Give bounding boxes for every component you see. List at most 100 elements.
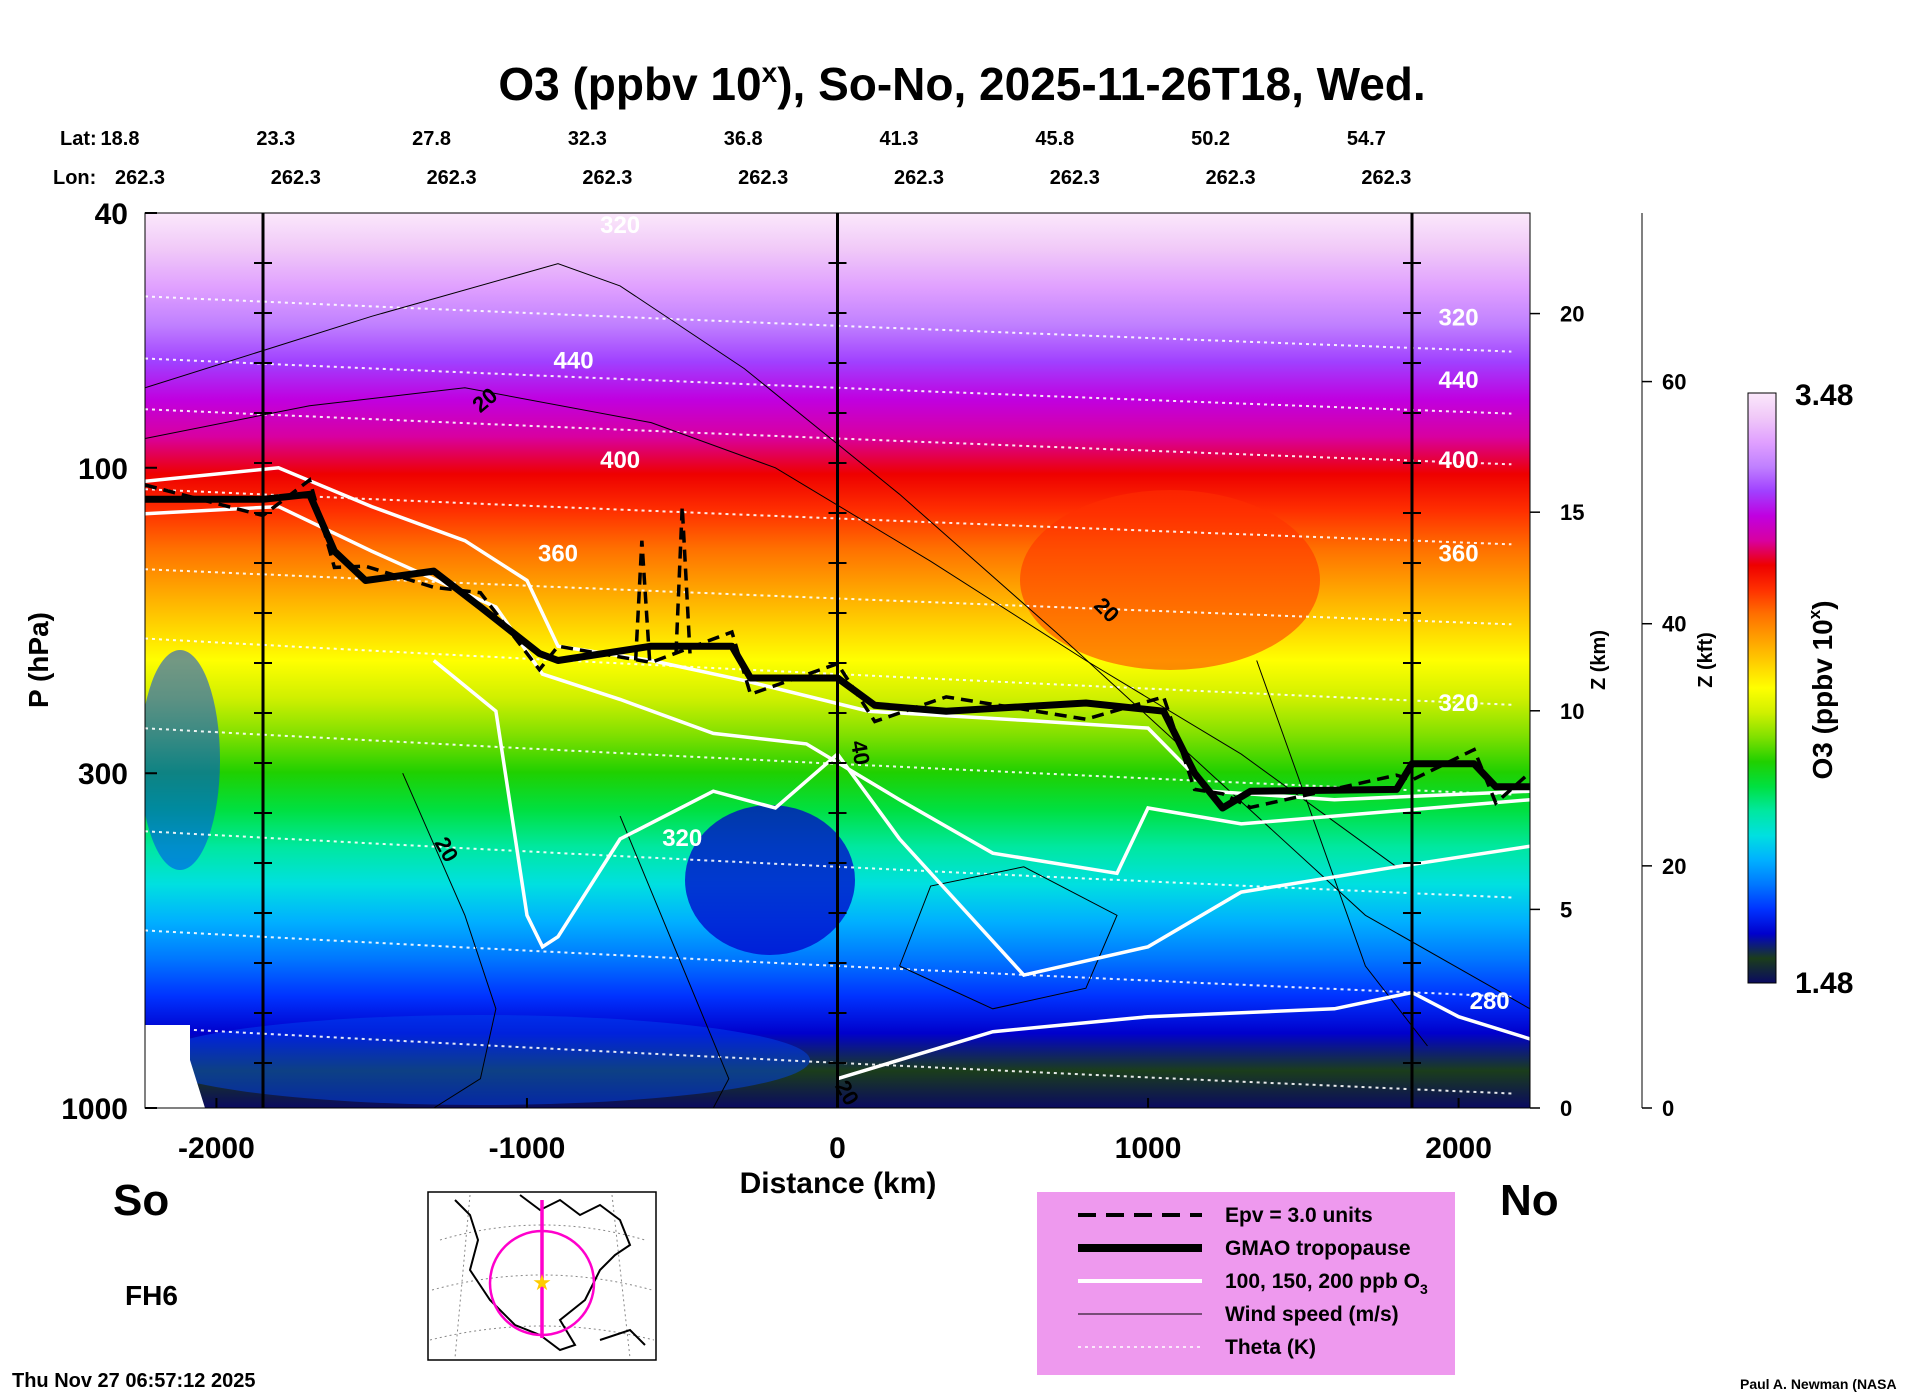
credit: Paul A. Newman (NASA <box>1740 1376 1897 1392</box>
legend-label: 100, 150, 200 ppb O3 <box>1225 1270 1428 1297</box>
lon-value: 262.3 <box>271 167 321 189</box>
high-ozone-region <box>1020 490 1320 670</box>
epv-line <box>674 506 692 654</box>
z-km-tick-label: 15 <box>1560 500 1584 525</box>
z-km-tick-label: 5 <box>1560 897 1572 922</box>
ozone-contour-line <box>432 659 1530 978</box>
ozone-contour-line <box>836 990 1530 1081</box>
marker-lines <box>254 213 1421 1108</box>
lon-value: 262.3 <box>1361 167 1411 189</box>
lon-label: Lon: <box>53 167 96 189</box>
lat-value: 27.8 <box>412 128 451 150</box>
y-axis-label: P (hPa) <box>23 612 54 708</box>
x-tick-label: -2000 <box>178 1132 255 1165</box>
wind-speed-line <box>899 866 1118 1010</box>
colorbar-label: O3 (ppbv 10x) <box>1805 600 1838 779</box>
colorbar <box>1747 392 1777 984</box>
legend: Epv = 3.0 units GMAO tropopause 100, 150, … <box>1037 1192 1455 1375</box>
lat-lon-header: Lat: Lon: 18.8 23.3 27.8 32.3 36.8 41.3 45.8 50… <box>53 128 1411 189</box>
wind-speed-line <box>402 772 497 1108</box>
z-kft-axis: 0 20 40 60 <box>1641 213 1686 1121</box>
low-ozone-region <box>150 1015 810 1105</box>
north-label: No <box>1500 1176 1559 1225</box>
z-km-label: Z (km) <box>1588 630 1610 690</box>
timestamp: Thu Nov 27 06:57:12 2025 <box>12 1370 255 1392</box>
wind-speed-line <box>145 263 1530 1010</box>
chart-title: O3 (ppbv 10x), So-No, 2025-11-26T18, Wed… <box>498 57 1425 110</box>
wind-contour-label: 40 <box>846 739 875 767</box>
lat-value: 54.7 <box>1347 128 1386 150</box>
lat-value: 41.3 <box>880 128 919 150</box>
legend-label-text: Wind speed (m/s) <box>1225 1303 1399 1326</box>
theta-contour-label: 280 <box>1470 988 1510 1015</box>
legend-label-text: Theta (K) <box>1225 1336 1316 1359</box>
map-coastline <box>454 1194 646 1352</box>
legend-label-subscript: 3 <box>1420 1281 1428 1297</box>
lon-value: 262.3 <box>427 167 477 189</box>
theta-contour-label: 320 <box>1439 690 1479 717</box>
lat-value: 32.3 <box>568 128 607 150</box>
epv-line <box>633 540 652 661</box>
theta-contour-label: 320 <box>1439 305 1479 332</box>
z-kft-tick-label: 0 <box>1662 1096 1674 1121</box>
theta-contour-label: 400 <box>1439 447 1479 474</box>
z-kft-tick-label: 60 <box>1662 370 1686 395</box>
z-km-tick-label: 20 <box>1560 302 1584 327</box>
theta-contour-label: 440 <box>554 348 594 375</box>
theta-contour-label: 360 <box>538 540 578 567</box>
lat-value: 45.8 <box>1035 128 1074 150</box>
lon-value: 262.3 <box>115 167 165 189</box>
inset-map: ★ <box>427 1191 657 1361</box>
legend-label-text: Epv = 3.0 units <box>1225 1204 1373 1227</box>
theta-contour-label: 320 <box>662 825 702 852</box>
legend-label-text: 100, 150, 200 ppb O <box>1225 1270 1420 1293</box>
colorbar-max: 3.48 <box>1795 379 1853 412</box>
legend-items: Epv = 3.0 units GMAO tropopause 100, 150, … <box>1078 1204 1428 1359</box>
lon-value: 262.3 <box>1050 167 1100 189</box>
center-star-icon: ★ <box>532 1270 552 1295</box>
lon-value: 262.3 <box>738 167 788 189</box>
lat-label: Lat: <box>60 128 97 150</box>
z-kft-tick-label: 20 <box>1662 854 1686 879</box>
legend-label: Epv = 3.0 units <box>1225 1204 1373 1227</box>
forecast-hour: FH6 <box>125 1280 178 1311</box>
lat-value: 23.3 <box>256 128 295 150</box>
z-km-axis: 0 5 10 15 20 <box>1529 213 1584 1121</box>
theta-contour-label: 440 <box>1439 367 1479 394</box>
y-tick-label: 40 <box>95 198 128 231</box>
colorbar-min: 1.48 <box>1795 967 1853 1000</box>
lat-value: 18.8 <box>101 128 140 150</box>
x-axis: -2000 -1000 0 1000 2000 <box>178 1098 1492 1165</box>
wind-speed-line <box>619 815 730 1108</box>
wind-speed-line <box>145 387 1397 868</box>
legend-label: Wind speed (m/s) <box>1225 1303 1399 1326</box>
lon-value: 262.3 <box>582 167 632 189</box>
y-axis: 40 100 300 1000 <box>61 198 157 1126</box>
z-km-tick-label: 0 <box>1560 1096 1572 1121</box>
x-tick-label: 0 <box>829 1132 846 1165</box>
ozone-contour-line <box>145 504 1530 876</box>
z-kft-label: Z (kft) <box>1695 632 1717 688</box>
lat-value: 36.8 <box>724 128 763 150</box>
plot-area: 3204404003603203204404003603202802020204… <box>145 213 1530 1108</box>
low-ozone-region <box>145 650 220 870</box>
low-ozone-region <box>685 805 855 955</box>
x-tick-label: 2000 <box>1425 1132 1492 1165</box>
theta-contour-label: 400 <box>600 447 640 474</box>
x-tick-label: 1000 <box>1115 1132 1182 1165</box>
lat-value: 50.2 <box>1191 128 1230 150</box>
theta-contour-label: 360 <box>1439 540 1479 567</box>
lon-value: 262.3 <box>894 167 944 189</box>
z-km-tick-label: 10 <box>1560 699 1584 724</box>
legend-label: Theta (K) <box>1225 1336 1316 1359</box>
legend-label: GMAO tropopause <box>1225 1237 1411 1260</box>
lon-value: 262.3 <box>1206 167 1256 189</box>
legend-label-text: GMAO tropopause <box>1225 1237 1411 1260</box>
terrain-mask <box>145 1025 205 1108</box>
south-label: So <box>113 1176 169 1225</box>
z-kft-tick-label: 40 <box>1662 612 1686 637</box>
y-tick-label: 300 <box>78 758 128 791</box>
x-axis-label: Distance (km) <box>740 1167 937 1200</box>
y-tick-label: 1000 <box>61 1093 128 1126</box>
